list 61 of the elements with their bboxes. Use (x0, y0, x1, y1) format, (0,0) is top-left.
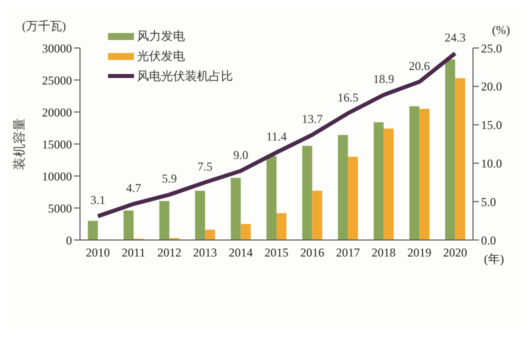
y2-tick-label: 5.0 (481, 194, 496, 209)
x-tick-label: 2019 (407, 246, 432, 260)
legend-label: 风电光伏装机占比 (136, 68, 233, 84)
y2-tick-label: 25.0 (481, 41, 502, 56)
bar (409, 106, 420, 240)
bar (240, 224, 251, 240)
bar (159, 200, 170, 240)
x-tick-label: 2017 (336, 246, 360, 260)
y-axis-title: 装机容量 (12, 118, 27, 170)
bar (88, 220, 98, 240)
y-tick-label: 0 (66, 233, 72, 248)
bar (302, 146, 312, 240)
legend-label: 光伏发电 (136, 48, 186, 64)
bar (124, 210, 134, 240)
bar (195, 190, 206, 240)
y2-axis-title: (%) (492, 23, 510, 37)
data-label: 13.7 (302, 112, 323, 126)
bar (445, 60, 456, 240)
y2-tick-label: 0.0 (481, 233, 496, 248)
x-tick-label: 2011 (122, 246, 146, 260)
x-axis-title: (年) (484, 252, 504, 266)
legend-label: 风力发电 (136, 28, 186, 44)
x-tick-label: 2016 (300, 246, 324, 260)
x-tick-label: 2012 (157, 246, 182, 260)
x-tick-label: 2020 (443, 246, 468, 260)
bar (276, 213, 286, 240)
bar (348, 156, 358, 240)
bar (455, 78, 466, 240)
bar (374, 122, 384, 240)
bar (384, 128, 394, 240)
data-label: 16.5 (337, 90, 358, 104)
bar (312, 190, 322, 240)
bar (230, 178, 241, 240)
data-label: 11.4 (266, 129, 287, 144)
text: (万千瓦) (22, 18, 66, 35)
data-label: 7.5 (198, 159, 213, 174)
data-label: 3.1 (90, 193, 106, 208)
y-tick-label: 25000 (42, 73, 72, 88)
y-tick-label: 5000 (48, 201, 72, 216)
data-label: 24.3 (444, 30, 466, 44)
data-label: 18.9 (373, 72, 394, 86)
y-tick-label: 10000 (42, 169, 72, 184)
data-label: 5.9 (162, 172, 177, 186)
y-tick-label: 30000 (42, 41, 72, 56)
data-label: 4.7 (126, 180, 142, 195)
x-tick-label: 2014 (228, 246, 253, 260)
bar (205, 230, 216, 240)
y-tick-label: 15000 (42, 137, 72, 152)
y2-tick-label: 15.0 (481, 118, 502, 132)
y2-tick-label: 20.0 (481, 80, 502, 94)
x-tick-label: 2018 (372, 246, 396, 260)
x-tick-label: 2010 (86, 246, 110, 260)
x-tick-label: 2015 (264, 246, 288, 260)
bar (419, 108, 430, 240)
data-label: 9.0 (233, 148, 248, 162)
y-tick-label: 20000 (42, 105, 72, 120)
y2-tick-label: 10.0 (481, 156, 502, 170)
x-tick-label: 2013 (193, 246, 218, 260)
bar (266, 156, 276, 240)
bar (338, 135, 348, 240)
data-label: 20.6 (408, 58, 430, 73)
